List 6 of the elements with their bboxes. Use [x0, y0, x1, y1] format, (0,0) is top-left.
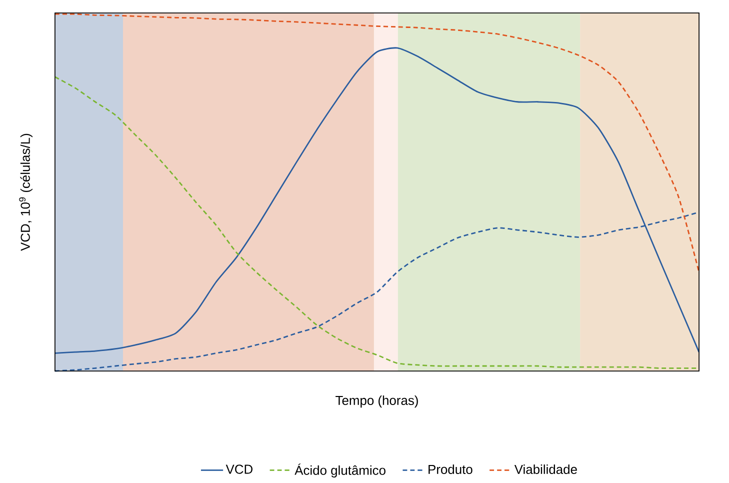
legend-label: Viabilidade: [514, 464, 577, 474]
x-axis-title: Tempo (horas): [336, 396, 418, 408]
y-axis-title: VCD, 10$^{9}$ (células/L): [19, 134, 32, 251]
legend-label: Ácido glutâmico: [294, 464, 386, 478]
legend-label: VCD: [226, 464, 252, 474]
legend-label: Produto: [428, 464, 472, 474]
